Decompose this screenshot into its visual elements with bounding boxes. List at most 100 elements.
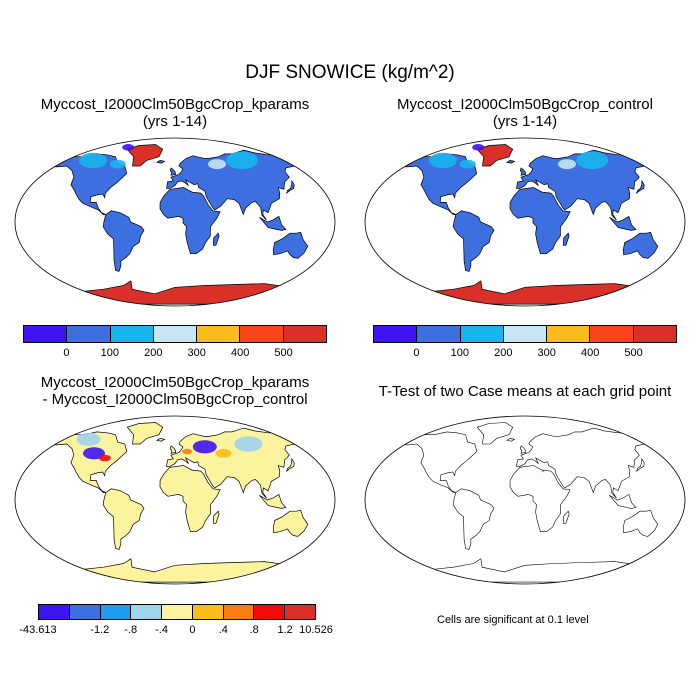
colorbar-swatch [153, 326, 198, 342]
colorbar-tick-label: 500 [624, 347, 643, 359]
colorbar-tick-label: 100 [450, 347, 470, 359]
colorbar-swatch [131, 605, 163, 619]
snow-patch [109, 159, 126, 169]
colorbar-tick-label: 0 [63, 347, 70, 359]
panel-title-line1: T-Test of two Case means at each grid po… [378, 383, 672, 400]
snow-patch [576, 151, 609, 170]
panel-title-line1: Myccost_I2000Clm50BgcCrop_kparams [40, 374, 310, 391]
colorbar-swatch [24, 326, 68, 342]
significant-cell [542, 470, 544, 472]
landmass-madagascar [562, 510, 570, 524]
snow-patch [122, 144, 135, 151]
colorbar-swatch [547, 326, 591, 342]
landmass-antarctica [395, 280, 655, 305]
colorbar-swatch [162, 605, 193, 619]
snow-patch [472, 144, 485, 151]
figure-title: DJF SNOWICE (kg/m^2) [245, 62, 455, 83]
panel-title-difference: Myccost_I2000Clm50BgcCrop_kparams - Mycc… [25, 374, 325, 408]
snow-patch [558, 159, 577, 170]
continents [395, 422, 676, 583]
landmass-iceland [155, 160, 166, 164]
colorbar-swatch [69, 605, 101, 619]
landmass-eurasia [516, 149, 662, 221]
colorbar-tick-label: 1.2 [277, 624, 293, 636]
landmass-indonesia [609, 215, 637, 231]
colorbar-swatch [192, 605, 224, 619]
colorbar-tick-label: 0 [413, 347, 420, 359]
colorbar-tick-label: 500 [274, 347, 293, 359]
significance-note: Cells are significant at 0.1 level [437, 614, 589, 626]
colorbar-swatch [503, 326, 548, 342]
landmass-australia [272, 509, 309, 537]
snow-anomaly [76, 432, 101, 446]
colorbar-tick-label: 300 [187, 347, 206, 359]
colorbar-swatch [590, 326, 634, 342]
snow-anomaly [215, 448, 232, 458]
landmass-madagascar [212, 232, 220, 246]
landmass-northAmerica [396, 153, 478, 215]
landmass-britain [519, 167, 527, 176]
panel-title-line1: Myccost_I2000Clm50BgcCrop_kparams [40, 96, 310, 113]
landmass-eurasia [166, 149, 312, 221]
landmass-antarctica [395, 558, 655, 583]
landmass-britain [169, 445, 177, 454]
map-border [364, 415, 686, 585]
colorbar-tick-label: -1.2 [90, 624, 110, 636]
colorbar-tick-label: 10.526 [299, 624, 333, 636]
colorbar-swatch [460, 326, 504, 342]
snow-anomaly [98, 454, 111, 462]
landmass-japan [286, 457, 295, 473]
continents [45, 144, 326, 305]
panel-title-ttest: T-Test of two Case means at each grid po… [355, 383, 695, 400]
snow-anomaly [192, 440, 217, 454]
snow-anomaly [234, 436, 263, 452]
panel-title-line2: - Myccost_I2000Clm50BgcCrop_control [42, 391, 308, 408]
colorbar-difference [38, 604, 316, 620]
snow-patch [226, 151, 259, 170]
landmass-northAmerica [46, 153, 128, 215]
landmass-indonesia [609, 493, 637, 509]
colorbar-tick-label: .4 [218, 624, 228, 636]
landmass-antarctica [45, 280, 305, 305]
map-border [14, 137, 336, 307]
landmass-africa [509, 187, 571, 255]
landmass-indonesia [259, 215, 287, 231]
colorbar-swatch [417, 326, 461, 342]
colorbar-swatch [197, 326, 241, 342]
colorbar-tick-label: 300 [537, 347, 556, 359]
colorbar-tick-label: -43.613 [19, 624, 57, 636]
colorbar-tick-label: -.8 [124, 624, 138, 636]
landmass-britain [519, 445, 527, 454]
colorbar-tick-label: 200 [494, 347, 513, 359]
landmass-madagascar [212, 510, 220, 524]
colorbar-swatch [633, 326, 676, 342]
landmass-madagascar [562, 232, 570, 246]
colorbar-swatch [110, 326, 154, 342]
map-control [364, 137, 686, 307]
snow-anomaly [83, 447, 106, 460]
landmass-southAmerica [452, 488, 495, 550]
landmass-japan [636, 457, 645, 472]
colorbar-swatch [100, 605, 132, 619]
landmass-iceland [506, 438, 516, 442]
colorbar-tick-label: 100 [100, 347, 120, 359]
landmass-iceland [155, 438, 166, 442]
continents [45, 422, 326, 583]
landmass-africa [509, 465, 571, 532]
panel-title-line1: Myccost_I2000Clm50BgcCrop_control [397, 96, 653, 113]
colorbar-swatch [285, 605, 316, 619]
landmass-northAmerica [46, 431, 128, 493]
landmass-japan [286, 179, 295, 195]
landmass-australia [622, 231, 659, 259]
landmass-australia [272, 231, 309, 259]
colorbar-tick-label: 200 [144, 347, 163, 359]
colorbar-swatch [240, 326, 284, 342]
colorbar-swatch [254, 605, 286, 619]
panel-title-line2: (yrs 1-14) [142, 113, 208, 130]
map-ttest [364, 415, 686, 585]
landmass-australia [622, 509, 659, 537]
landmass-southAmerica [102, 488, 145, 550]
landmass-greenland [476, 422, 514, 445]
colorbar-tick-label: 0 [189, 624, 196, 636]
landmass-japan [636, 179, 645, 195]
